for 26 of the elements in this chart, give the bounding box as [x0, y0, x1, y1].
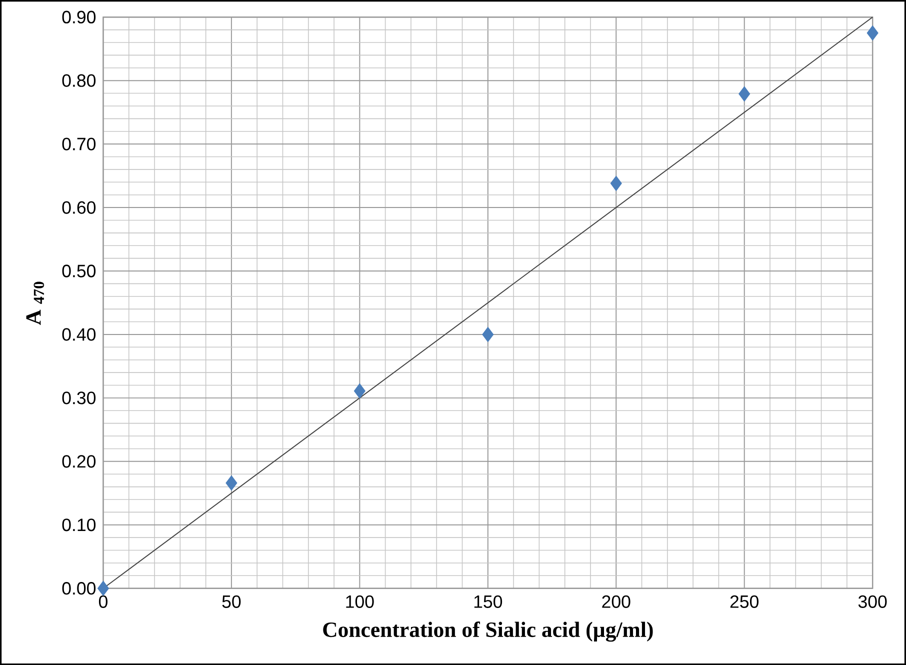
y-tick-label: 0.00 — [62, 582, 96, 595]
y-tick-label: 0.30 — [62, 392, 96, 404]
y-tick-label: 0.40 — [62, 328, 96, 341]
y-tick-label: 0.50 — [62, 264, 96, 278]
x-tick-label: 100 — [346, 595, 374, 608]
y-tick-label: 0.20 — [62, 455, 96, 468]
x-tick-label: 50 — [222, 595, 241, 608]
x-tick-label: 250 — [730, 595, 759, 608]
point — [482, 326, 494, 342]
point — [866, 25, 878, 40]
y-tick-label: 0.90 — [62, 10, 96, 24]
x-tick-label: 300 — [858, 595, 887, 608]
x-tick-label: 200 — [602, 595, 630, 608]
x-tick-label: 0 — [98, 595, 108, 608]
y-tick-label: 0.10 — [62, 518, 96, 532]
y-tick-label: 0.70 — [62, 138, 96, 150]
point — [738, 86, 750, 102]
point — [97, 580, 109, 596]
y-axis-title: A $_{470}$ — [26, 282, 44, 325]
point — [610, 176, 622, 191]
y-tick-label: 0.80 — [62, 74, 96, 87]
x-axis-title: Concentration of Sialic acid (µg/ml) — [323, 621, 653, 642]
point — [226, 475, 238, 490]
y-tick-label: 0.60 — [62, 201, 96, 214]
point — [354, 383, 366, 398]
x-tick-label: 150 — [474, 595, 502, 608]
